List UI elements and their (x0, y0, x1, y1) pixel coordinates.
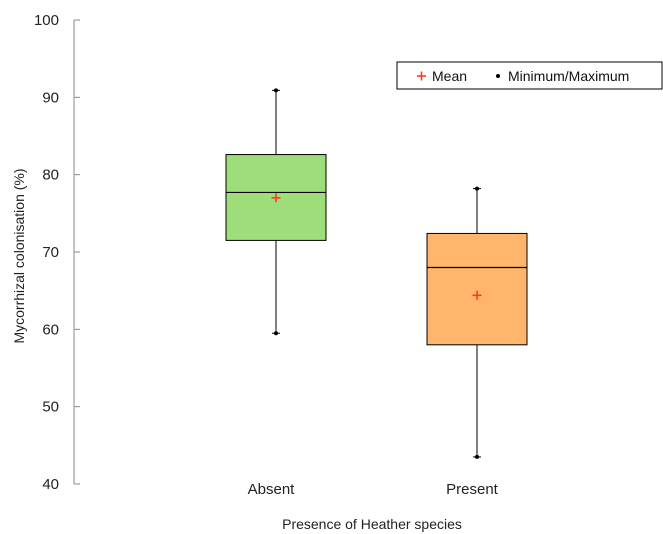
box-absent (225, 88, 327, 336)
legend-label-mean: Mean (432, 68, 467, 84)
x-axis-labels: Absent Present (248, 481, 499, 498)
box-present (426, 186, 528, 459)
min-point (274, 331, 278, 336)
legend-label-minmax: Minimum/Maximum (508, 68, 629, 84)
y-tick-label: 40 (42, 476, 59, 493)
y-axis: 40 50 60 70 80 90 100 (34, 12, 80, 493)
box-plot-series (225, 88, 528, 459)
x-category-label: Absent (248, 481, 296, 498)
y-tick-label: 70 (42, 244, 59, 261)
legend: Mean Minimum/Maximum (396, 61, 663, 90)
y-tick-label: 50 (42, 399, 59, 416)
y-tick-label: 60 (42, 321, 59, 338)
y-axis-title: Mycorrhizal colonisation (%) (11, 168, 27, 343)
mean-marker (472, 290, 482, 300)
max-point (274, 88, 278, 93)
min-point (475, 454, 479, 459)
x-axis-title: Presence of Heather species (282, 516, 462, 532)
y-tick-label: 80 (42, 167, 59, 184)
y-tick-label: 100 (34, 12, 59, 29)
y-tick-label: 90 (42, 89, 59, 106)
x-category-label: Present (446, 481, 499, 498)
iqr-box (426, 232, 528, 346)
legend-box (396, 61, 663, 90)
max-point (475, 186, 479, 191)
legend-minmax-dot (496, 74, 500, 78)
mean-marker (271, 193, 281, 203)
